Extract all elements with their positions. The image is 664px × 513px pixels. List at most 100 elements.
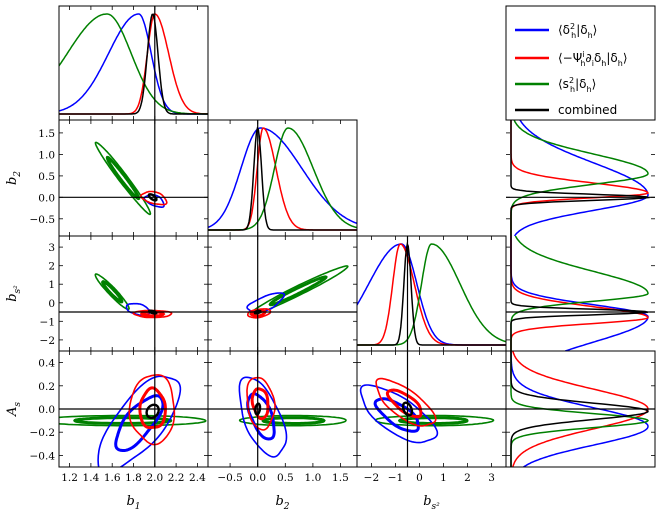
y-axis-label-b2: b2 bbox=[5, 171, 23, 185]
contour-bs2-As-combined-inner bbox=[401, 401, 414, 417]
side-marginal-b2-ihihh bbox=[510, 120, 649, 236]
side-marginal-bs2-combined bbox=[510, 236, 648, 351]
legend-label-1: ⟨−Ψi h∂iδh|δh⟩ bbox=[558, 50, 628, 68]
marginal-b2-combined bbox=[208, 126, 357, 231]
marginal-bs2-hh bbox=[357, 243, 506, 346]
contour-b2-bs2-shh-inner bbox=[268, 275, 328, 307]
y-tick-label-bs2: 1 bbox=[48, 279, 55, 291]
x-axis-label-b1: b1 bbox=[126, 494, 140, 512]
x-tick-label-bs2: −2 bbox=[364, 472, 379, 484]
panel-frame bbox=[58, 119, 209, 237]
marginal-b1-combined bbox=[59, 13, 208, 115]
y-tick-label-As: −0.4 bbox=[30, 450, 56, 462]
x-axis-label-bs2: bs² bbox=[423, 494, 440, 512]
y-tick-label-bs2: 0 bbox=[48, 298, 55, 310]
x-tick-label-bs2: 1 bbox=[440, 472, 447, 484]
x-tick-label-b1: 2.0 bbox=[146, 472, 163, 484]
contour-bs2-As-hh-outer bbox=[359, 384, 439, 444]
legend-label-0: ⟨δ2 h|δh⟩ bbox=[558, 22, 597, 40]
y-tick-label-b2: 0.5 bbox=[38, 171, 55, 183]
contour-b2-As-ihihh-outer bbox=[246, 376, 276, 431]
legend-label-3: combined bbox=[558, 103, 617, 117]
panel-frame bbox=[505, 5, 656, 121]
contour-panel-b1-b2 bbox=[59, 120, 208, 236]
side-marginal-panel-As bbox=[506, 351, 655, 467]
x-tick-label-b1: 1.4 bbox=[83, 472, 100, 484]
contour-b1-b2-combined-inner bbox=[147, 193, 158, 202]
marginal-b2-shh bbox=[208, 127, 357, 231]
panel-frame bbox=[58, 235, 209, 352]
marginal-panel-b2 bbox=[208, 120, 357, 236]
panel-frame bbox=[356, 235, 507, 352]
contour-b1-b2-shh-outer bbox=[94, 141, 152, 216]
marginal-b2-ihihh bbox=[208, 127, 357, 231]
y-tick-label-As: −0.2 bbox=[30, 427, 56, 439]
x-tick-label-bs2: 2 bbox=[464, 472, 471, 484]
contour-b2-As-shh-inner bbox=[261, 416, 326, 425]
y-tick-label-b2: −0.5 bbox=[30, 214, 56, 226]
contour-b2-As-ihihh-inner bbox=[250, 387, 270, 421]
contour-b1-bs2-shh-outer bbox=[94, 273, 130, 311]
x-tick-label-b1: 1.8 bbox=[125, 472, 142, 484]
y-tick-label-b2: 1.5 bbox=[38, 128, 55, 140]
contour-b2-As-combined-inner bbox=[254, 402, 262, 416]
marginal-bs2-combined bbox=[357, 241, 506, 346]
contour-b1-As-hh-outer bbox=[97, 375, 182, 467]
side-marginal-bs2-hh bbox=[510, 236, 649, 351]
contour-b1-bs2-shh-inner bbox=[101, 280, 124, 304]
panel-frame bbox=[58, 5, 209, 121]
x-tick-label-b2: 1.5 bbox=[332, 472, 349, 484]
contour-b2-As-hh-outer bbox=[238, 376, 288, 458]
side-marginal-b2-combined bbox=[510, 120, 650, 236]
contour-bs2-As-ihihh-outer bbox=[375, 377, 437, 427]
contour-panel-b1-As bbox=[59, 351, 208, 467]
marginal-panel-bs2 bbox=[357, 236, 506, 351]
contour-b1-b2-ihihh-inner bbox=[139, 190, 168, 206]
y-tick-label-As: 0.2 bbox=[38, 381, 55, 393]
x-tick-label-b2: 1.0 bbox=[305, 472, 322, 484]
marginal-b1-hh bbox=[59, 13, 208, 115]
x-tick-label-bs2: 3 bbox=[488, 472, 495, 484]
contour-panel-b1-bs2 bbox=[59, 236, 208, 351]
x-tick-label-b2: 0.5 bbox=[277, 472, 294, 484]
y-tick-label-As: 0.4 bbox=[38, 358, 55, 370]
x-tick-label-b2: −0.5 bbox=[217, 472, 243, 484]
contour-bs2-As-ihihh-inner bbox=[385, 388, 423, 419]
y-tick-label-bs2: 3 bbox=[48, 242, 55, 254]
y-tick-label-As: 0.0 bbox=[38, 404, 55, 416]
y-axis-label-bs2: bs² bbox=[5, 285, 23, 302]
marginal-b1-shh bbox=[59, 13, 208, 115]
y-tick-label-b2: 1.0 bbox=[38, 149, 55, 161]
contour-panel-b2-bs2 bbox=[208, 236, 357, 351]
x-tick-label-bs2: −1 bbox=[388, 472, 403, 484]
contour-b1-b2-shh-inner bbox=[105, 155, 141, 201]
contour-panel-b2-As bbox=[208, 351, 357, 467]
contour-b2-As-shh-outer bbox=[238, 414, 347, 427]
marginal-b1-ihihh bbox=[59, 13, 208, 115]
contour-b1-As-ihihh-outer bbox=[128, 374, 176, 446]
y-tick-label-bs2: −1 bbox=[40, 316, 55, 328]
y-tick-label-b2: 0.0 bbox=[38, 192, 55, 204]
side-marginal-panel-bs2 bbox=[506, 236, 655, 351]
x-axis-label-b2: b2 bbox=[275, 494, 289, 512]
contour-b2-bs2-shh-outer bbox=[249, 265, 349, 316]
contour-b1-bs2-ihihh-outer bbox=[132, 309, 173, 319]
contour-b1-As-shh-inner bbox=[73, 416, 173, 425]
legend-label-2: ⟨s2 h|δh⟩ bbox=[558, 76, 596, 94]
panel-frame bbox=[207, 235, 358, 352]
legend: ⟨δ2 h|δh⟩ ⟨−Ψi h∂iδh|δh⟩ ⟨s2 h|δh⟩ combined bbox=[515, 22, 628, 117]
y-axis-label-As: As bbox=[5, 402, 23, 417]
marginal-panel-b1 bbox=[59, 6, 208, 120]
x-tick-label-b1: 1.6 bbox=[104, 472, 121, 484]
side-marginal-panel-b2 bbox=[506, 120, 655, 236]
contour-b2-As-hh-inner bbox=[246, 392, 276, 441]
x-tick-label-bs2: 0 bbox=[416, 472, 423, 484]
x-tick-label-b2: 0.0 bbox=[249, 472, 266, 484]
y-tick-label-bs2: 2 bbox=[48, 261, 55, 273]
side-marginal-b2-shh bbox=[510, 120, 649, 236]
x-tick-label-b1: 1.2 bbox=[61, 472, 78, 484]
contour-b2-bs2-ihihh-outer bbox=[247, 308, 272, 319]
contour-bs2-As-hh-inner bbox=[373, 397, 420, 433]
y-tick-label-bs2: −2 bbox=[40, 335, 55, 347]
